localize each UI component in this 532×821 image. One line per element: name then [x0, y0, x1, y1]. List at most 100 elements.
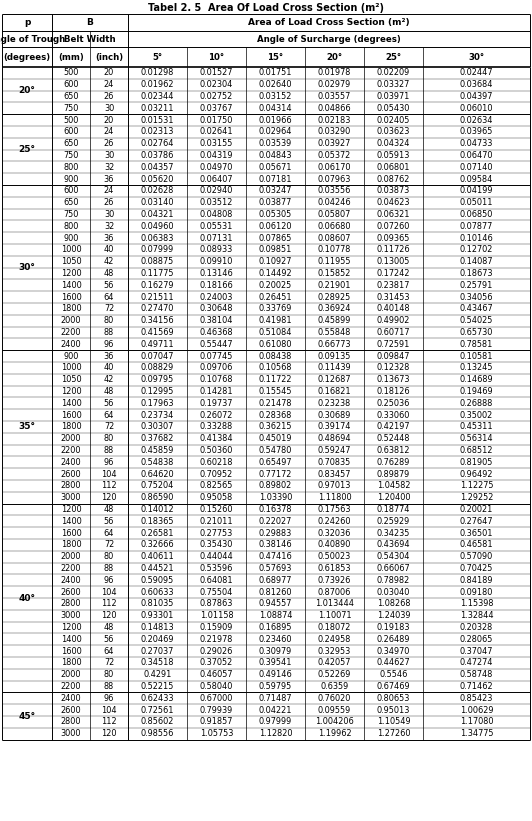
Text: 0.47274: 0.47274	[460, 658, 493, 667]
Text: 0.40148: 0.40148	[377, 305, 410, 314]
Text: 2600: 2600	[61, 588, 81, 597]
Text: 0.60218: 0.60218	[200, 458, 233, 467]
Text: 0.58040: 0.58040	[200, 682, 233, 691]
Text: 0.32036: 0.32036	[318, 529, 351, 538]
Text: 0.09847: 0.09847	[377, 351, 410, 360]
Text: 0.17963: 0.17963	[141, 399, 174, 408]
Text: B: B	[87, 18, 94, 27]
Text: 0.29883: 0.29883	[259, 529, 292, 538]
Text: 0.05671: 0.05671	[259, 163, 292, 172]
Text: 1400: 1400	[61, 281, 81, 290]
Text: 2400: 2400	[61, 458, 81, 467]
Text: 1800: 1800	[61, 305, 81, 314]
Text: 1.05753: 1.05753	[200, 729, 233, 738]
Text: 0.35002: 0.35002	[460, 410, 493, 420]
Text: 0.04314: 0.04314	[259, 103, 292, 112]
Text: 0.14689: 0.14689	[460, 375, 493, 384]
Text: 0.76289: 0.76289	[377, 458, 410, 467]
Text: 500: 500	[63, 116, 79, 125]
Text: 88: 88	[104, 682, 114, 691]
Text: 0.03557: 0.03557	[318, 92, 351, 101]
Text: 0.81260: 0.81260	[259, 588, 292, 597]
Text: 56: 56	[104, 635, 114, 644]
Text: 0.21011: 0.21011	[200, 516, 234, 525]
Text: 96: 96	[104, 340, 114, 349]
Text: 0.18166: 0.18166	[200, 281, 234, 290]
Text: 1.03390: 1.03390	[259, 493, 292, 502]
Text: 750: 750	[63, 151, 79, 160]
Text: 0.77172: 0.77172	[259, 470, 292, 479]
Text: 0.26581: 0.26581	[141, 529, 174, 538]
Text: 0.20025: 0.20025	[259, 281, 292, 290]
Text: 0.04319: 0.04319	[200, 151, 233, 160]
Text: 0.70952: 0.70952	[200, 470, 233, 479]
Text: 0.57693: 0.57693	[259, 564, 292, 573]
Text: 0.15852: 0.15852	[318, 269, 351, 278]
Text: 35°: 35°	[19, 422, 36, 431]
Text: 0.16378: 0.16378	[259, 505, 292, 514]
Text: 0.21478: 0.21478	[259, 399, 292, 408]
Text: 0.04960: 0.04960	[141, 222, 174, 231]
Text: 1.004206: 1.004206	[315, 718, 354, 727]
Text: 0.11439: 0.11439	[318, 364, 351, 373]
Text: 0.85423: 0.85423	[460, 694, 493, 703]
Text: 0.42057: 0.42057	[318, 658, 351, 667]
Text: 1.08874: 1.08874	[259, 611, 292, 620]
Text: 0.26888: 0.26888	[460, 399, 493, 408]
Text: 0.02447: 0.02447	[460, 68, 493, 77]
Text: 0.65730: 0.65730	[460, 328, 493, 337]
Text: 0.52269: 0.52269	[318, 670, 351, 679]
Text: 2200: 2200	[61, 682, 81, 691]
Text: 2200: 2200	[61, 564, 81, 573]
Text: 0.78581: 0.78581	[460, 340, 493, 349]
Text: 0.08438: 0.08438	[259, 351, 292, 360]
Text: 80: 80	[104, 670, 114, 679]
Text: 0.65497: 0.65497	[259, 458, 292, 467]
Text: 112: 112	[101, 599, 117, 608]
Text: 72: 72	[104, 658, 114, 667]
Text: 900: 900	[63, 351, 79, 360]
Text: 0.5546: 0.5546	[379, 670, 408, 679]
Text: 0.26072: 0.26072	[200, 410, 233, 420]
Text: 0.45859: 0.45859	[141, 446, 174, 455]
Text: (degrees): (degrees)	[3, 53, 51, 62]
Text: 0.59095: 0.59095	[141, 576, 174, 585]
Text: 800: 800	[63, 222, 79, 231]
Text: 0.34156: 0.34156	[140, 316, 174, 325]
Text: 0.14281: 0.14281	[200, 387, 234, 396]
Text: 2600: 2600	[61, 705, 81, 714]
Text: 0.03140: 0.03140	[141, 198, 174, 207]
Text: 2800: 2800	[61, 599, 81, 608]
Text: 1000: 1000	[61, 245, 81, 255]
Text: 0.27037: 0.27037	[141, 647, 174, 656]
Text: 20°: 20°	[327, 53, 343, 62]
Text: 0.37047: 0.37047	[460, 647, 493, 656]
Text: p: p	[24, 18, 30, 27]
Text: 0.98556: 0.98556	[141, 729, 174, 738]
Text: 0.16821: 0.16821	[318, 387, 351, 396]
Text: 2800: 2800	[61, 718, 81, 727]
Text: 0.83457: 0.83457	[318, 470, 351, 479]
Text: 0.54304: 0.54304	[377, 553, 410, 562]
Text: 0.23460: 0.23460	[259, 635, 292, 644]
Text: 0.51084: 0.51084	[259, 328, 292, 337]
Text: 0.15909: 0.15909	[200, 623, 233, 632]
Text: 1400: 1400	[61, 516, 81, 525]
Text: 0.50360: 0.50360	[200, 446, 233, 455]
Text: 0.21978: 0.21978	[200, 635, 233, 644]
Text: 0.42197: 0.42197	[377, 422, 410, 431]
Text: 0.18774: 0.18774	[377, 505, 410, 514]
Text: 0.95013: 0.95013	[377, 705, 410, 714]
Text: 0.86590: 0.86590	[141, 493, 174, 502]
Text: 88: 88	[104, 564, 114, 573]
Text: 0.12687: 0.12687	[318, 375, 351, 384]
Text: 0.09851: 0.09851	[259, 245, 292, 255]
Text: 0.02405: 0.02405	[377, 116, 410, 125]
Text: 56: 56	[104, 399, 114, 408]
Text: 0.29026: 0.29026	[200, 647, 233, 656]
Text: 0.11955: 0.11955	[318, 257, 351, 266]
Text: 3000: 3000	[61, 493, 81, 502]
Text: 600: 600	[63, 127, 79, 136]
Text: 0.25036: 0.25036	[377, 399, 410, 408]
Text: 0.07745: 0.07745	[200, 351, 233, 360]
